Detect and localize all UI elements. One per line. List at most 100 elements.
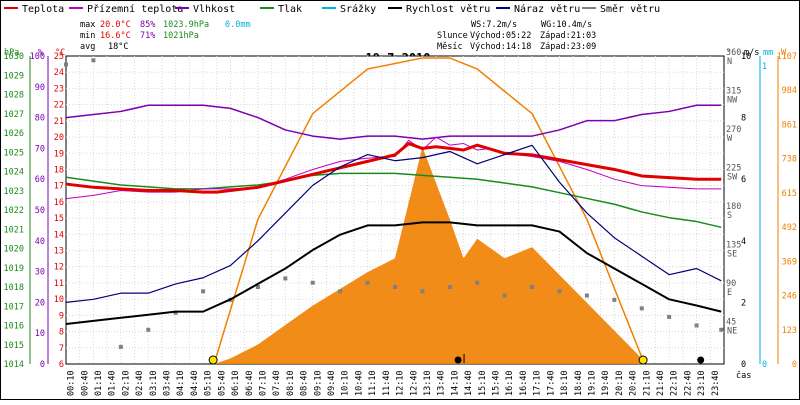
series-ground-temperature	[65, 136, 722, 200]
time-tick: 06:10	[231, 370, 241, 396]
dir-tick-name: NW	[727, 96, 738, 106]
time-tick: 20:10	[615, 370, 625, 396]
c-tick: 21	[54, 117, 64, 127]
hpa-tick: 1022	[4, 206, 24, 216]
c-tick: 22	[54, 101, 64, 111]
time-tick: 04:40	[190, 370, 200, 396]
wind-direction-point	[719, 327, 724, 332]
dir-tick-deg: 180	[726, 202, 741, 212]
time-tick: 20:40	[629, 370, 639, 396]
wind-direction-point	[91, 58, 96, 63]
c-tick: 10	[54, 295, 64, 305]
time-tick: 02:10	[121, 370, 131, 396]
stats-min-hum: 71%	[140, 31, 155, 41]
wind-direction-point	[255, 285, 260, 289]
dir-tick-deg: 270	[726, 125, 741, 135]
time-tick: 16:40	[519, 370, 529, 396]
stats-min-press: 1021hPa	[163, 31, 199, 41]
axes-ticks: 1030102910281027102610251024102310221021…	[4, 48, 797, 396]
dir-tick-name: N	[727, 57, 732, 67]
dir-unit: °	[726, 48, 731, 58]
pct-tick: 80	[35, 114, 45, 124]
sun-rise: Východ:05:22	[470, 31, 531, 41]
time-tick: 11:40	[382, 370, 392, 396]
w-tick: 246	[782, 292, 797, 302]
mm-tick: 0	[762, 360, 767, 370]
w-tick: 0	[792, 360, 797, 370]
ms-tick: 0	[741, 360, 746, 370]
series-solar-radiation	[214, 146, 645, 364]
pct-tick: 0	[40, 360, 45, 370]
c-tick: 25	[54, 52, 64, 62]
time-tick: 01:10	[94, 370, 104, 396]
ms-tick: 4	[741, 237, 746, 247]
stats-max-label: max	[80, 20, 95, 30]
time-tick: 19:10	[587, 370, 597, 396]
c-tick: 6	[59, 360, 64, 370]
hpa-tick: 1016	[4, 322, 24, 332]
wind-direction-point	[502, 293, 507, 298]
pct-tick: 30	[35, 268, 45, 278]
hpa-tick: 1023	[4, 187, 24, 197]
wind-direction-point	[146, 327, 151, 332]
dir-tick-deg: 225	[726, 164, 741, 174]
wind-direction-point	[393, 285, 397, 289]
series-theoretical-radiation	[213, 57, 646, 365]
c-tick: 20	[54, 133, 64, 143]
hpa-tick: 1020	[4, 245, 24, 255]
w-tick: 738	[782, 155, 797, 165]
wind-direction-point	[557, 289, 562, 294]
stats-avg-label: avg	[80, 42, 95, 52]
time-tick: 01:40	[108, 370, 118, 396]
moon-set: Západ:23:09	[540, 42, 596, 52]
pct-tick: 90	[35, 83, 45, 93]
time-tick: 13:10	[423, 370, 433, 396]
w-tick: 615	[782, 189, 797, 199]
wind-direction-point	[338, 289, 343, 294]
w-tick: 984	[782, 86, 797, 96]
pct-tick: 40	[35, 237, 45, 247]
hpa-tick: 1019	[4, 264, 24, 274]
wind-direction-point	[667, 314, 672, 319]
wind-direction-point	[530, 285, 535, 289]
wind-direction-point	[283, 276, 288, 281]
pct-tick: 20	[35, 298, 45, 308]
time-tick: 22:40	[683, 370, 693, 396]
dir-tick-name: E	[727, 288, 732, 298]
c-tick: 15	[54, 214, 64, 224]
w-tick: 369	[782, 257, 797, 267]
ms-tick: 8	[741, 114, 746, 124]
legend-label: Směr větru	[600, 3, 660, 15]
hpa-tick: 1024	[4, 168, 24, 178]
c-tick: 9	[59, 311, 64, 321]
c-tick: 24	[54, 68, 64, 78]
w-tick: 492	[782, 223, 797, 233]
time-tick: 07:10	[258, 370, 268, 396]
wind-direction-point	[118, 344, 123, 349]
stats-max-hum: 85%	[140, 20, 155, 30]
wind-direction-point	[201, 289, 206, 294]
pct-tick: 60	[35, 175, 45, 185]
c-tick: 12	[54, 263, 64, 273]
time-tick: 10:10	[341, 370, 351, 396]
sun-label: Slunce	[437, 31, 468, 41]
wind-direction-point	[64, 62, 68, 67]
hpa-tick: 1026	[4, 129, 24, 139]
c-tick: 8	[59, 328, 64, 338]
stats-avg-temp: 18°C	[108, 42, 128, 52]
wind-direction-point	[310, 280, 315, 285]
ms-tick: 2	[741, 298, 746, 308]
wind-direction-point	[475, 280, 480, 285]
time-tick: 14:10	[450, 370, 460, 396]
time-tick: 21:10	[642, 370, 652, 396]
time-tick: 06:40	[245, 370, 255, 396]
mm-unit: mm	[763, 48, 773, 58]
wind-direction-point	[447, 285, 452, 289]
stats-block: max 20.0°C 85% 1023.9hPa 0.0mm min 16.6°…	[80, 20, 251, 52]
wind-wg: WG:10.4m/s	[541, 20, 592, 30]
c-tick: 16	[54, 198, 64, 208]
wind-direction-point	[584, 293, 589, 298]
hpa-tick: 1029	[4, 71, 24, 81]
moon-rise: Východ:14:18	[470, 42, 531, 52]
time-tick: 17:10	[533, 370, 543, 396]
